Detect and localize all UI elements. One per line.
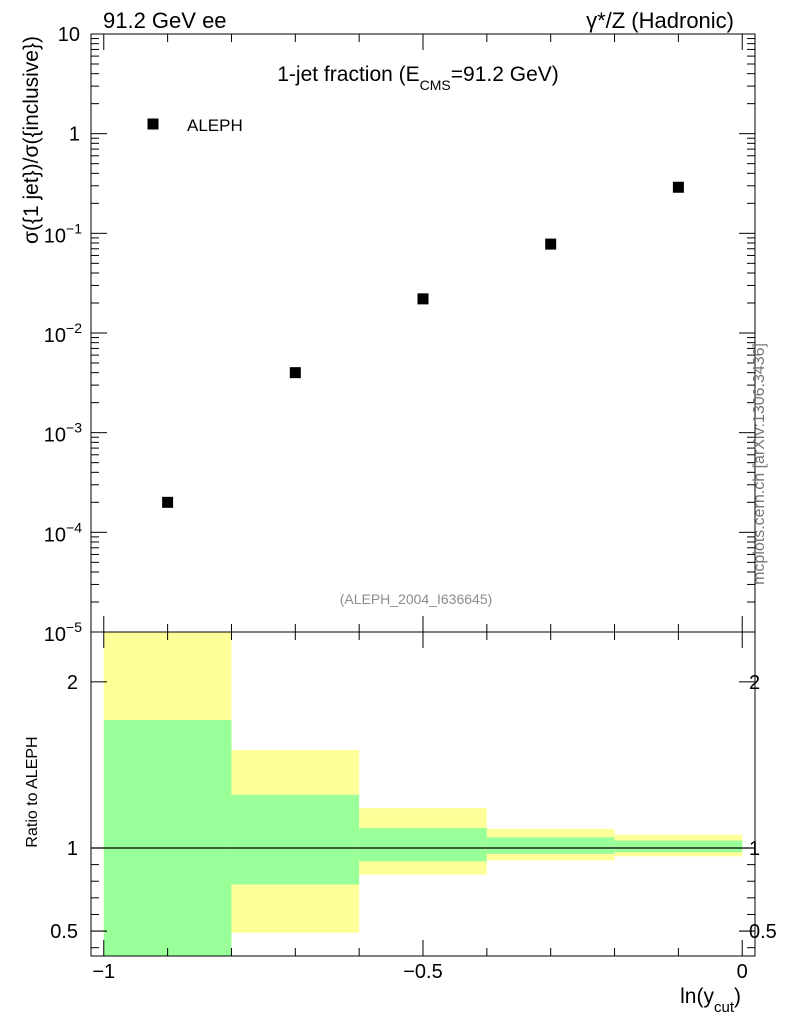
- main-y-tick-label: 10−4: [44, 519, 82, 546]
- ratio-y-tick-label: 0.5: [50, 921, 78, 943]
- x-axis-label-sub: cut: [714, 999, 735, 1016]
- main-title-prefix: 1-jet fraction (E: [277, 63, 419, 86]
- data-point: [672, 181, 684, 193]
- legend-label: ALEPH: [187, 116, 243, 135]
- legend-marker: [147, 118, 159, 130]
- main-y-tick-label: 10−1: [44, 220, 82, 247]
- ratio-y-tick-label: 1: [67, 838, 78, 860]
- stat-uncertainty-band: [103, 720, 232, 956]
- main-y-tick-label: 10−2: [44, 320, 82, 347]
- ratio-y-axis-label: Ratio to ALEPH: [24, 736, 41, 847]
- watermark: mcplots.cern.ch [arXiv:1306.3436]: [751, 343, 768, 585]
- ratio-y-tick-label: 2: [67, 672, 78, 694]
- header-left: 91.2 GeV ee: [103, 8, 227, 33]
- data-point: [545, 238, 557, 250]
- main-plot-points: [162, 181, 684, 508]
- x-tick-label: −1: [92, 961, 115, 983]
- data-point: [289, 367, 301, 379]
- main-title-sub: CMS: [420, 77, 451, 93]
- main-title-suffix: =91.2 GeV): [451, 63, 559, 86]
- stat-uncertainty-band: [359, 828, 487, 862]
- data-point: [417, 293, 429, 305]
- ratio-y-tick-label-right: 0.5: [749, 921, 777, 943]
- data-point: [162, 496, 174, 508]
- stat-uncertainty-band: [231, 794, 360, 885]
- main-y-tick-label: 10−3: [44, 420, 82, 447]
- header-right: γ*/Z (Hadronic): [586, 8, 734, 33]
- main-y-tick-label: 10−5: [44, 619, 82, 646]
- main-plot-ticks: 10 1 10−1 10−2 10−3 10−4 10−5: [44, 24, 755, 646]
- main-y-axis-label: σ({1 jet})/σ({inclusive}): [20, 36, 43, 244]
- main-y-tick-label: 1: [69, 124, 80, 146]
- main-y-tick-label: 10: [58, 24, 80, 46]
- stat-uncertainty-band: [486, 837, 615, 854]
- analysis-label: (ALEPH_2004_I636645): [340, 591, 493, 607]
- x-axis-label-main: ln(y: [680, 985, 714, 1008]
- x-axis-label-suffix: ): [734, 985, 741, 1008]
- x-tick-label: −0.5: [403, 961, 442, 983]
- x-tick-label: 0: [737, 961, 748, 983]
- x-axis-label: ln(ycut): [680, 985, 741, 1016]
- main-title: 1-jet fraction (ECMS=91.2 GeV): [277, 63, 559, 93]
- ratio-bands: [91, 632, 755, 956]
- stat-uncertainty-band: [614, 840, 743, 853]
- ratio-plot-frame: [90, 631, 756, 957]
